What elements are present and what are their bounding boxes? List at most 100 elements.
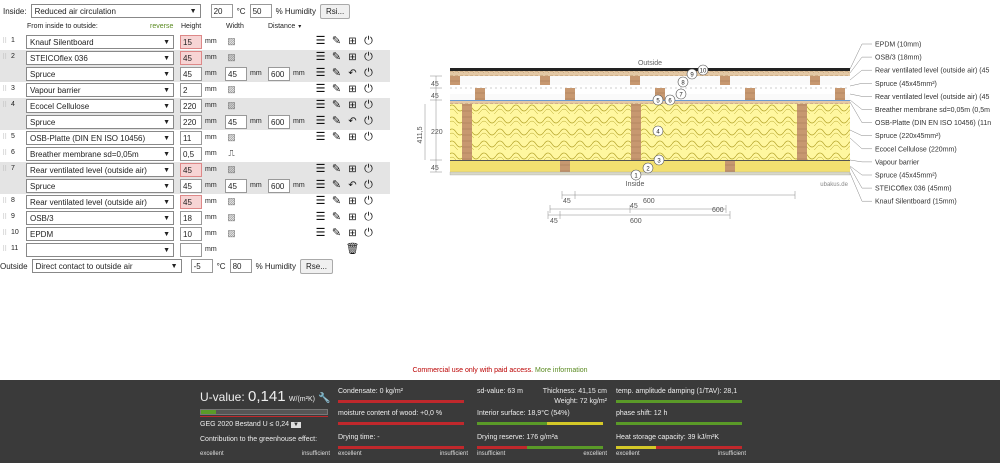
menu-icon[interactable]: ☰ xyxy=(315,195,326,207)
height-input[interactable]: 45 xyxy=(180,195,202,209)
outside-temp-input[interactable]: -5 xyxy=(190,259,213,273)
edit-icon[interactable]: ✎ xyxy=(331,179,342,191)
undo-icon[interactable]: ↶ xyxy=(348,180,357,191)
material-select[interactable]: ▼ xyxy=(26,243,174,257)
drag-handle-icon[interactable]: ⠿ xyxy=(2,214,7,221)
width-input[interactable]: 45 xyxy=(225,179,247,193)
edit-icon[interactable]: ✎ xyxy=(331,83,342,95)
layer-marker[interactable]: 3 xyxy=(653,154,665,166)
height-input[interactable]: 45 xyxy=(180,67,202,81)
edit-icon[interactable]: ✎ xyxy=(331,163,342,175)
add-inhomogeneous-icon[interactable]: ⊞ xyxy=(348,36,357,47)
drag-handle-icon[interactable]: ⠿ xyxy=(2,166,7,173)
edit-icon[interactable]: ✎ xyxy=(331,51,342,63)
height-input[interactable]: 0,5 xyxy=(180,147,202,161)
edit-icon[interactable]: ✎ xyxy=(331,35,342,47)
drag-handle-icon[interactable]: ⠿ xyxy=(2,54,7,61)
height-input[interactable]: 220 xyxy=(180,99,202,113)
menu-icon[interactable]: ☰ xyxy=(315,35,326,47)
legend-item[interactable]: OSB-Platte (DIN EN ISO 10456) (11n xyxy=(875,120,991,127)
distance-input[interactable]: 600 xyxy=(268,179,290,193)
material-select[interactable]: Spruce ▼ xyxy=(26,115,174,129)
layer-marker[interactable]: 7 xyxy=(675,88,687,100)
edit-icon[interactable]: ✎ xyxy=(331,99,342,111)
menu-icon[interactable]: ☰ xyxy=(315,67,326,79)
menu-icon[interactable]: ☰ xyxy=(315,83,326,95)
layer-marker[interactable]: 10 xyxy=(697,64,709,76)
height-input[interactable]: 11 xyxy=(180,131,202,145)
drag-handle-icon[interactable]: ⠿ xyxy=(2,134,7,141)
edit-icon[interactable]: ✎ xyxy=(331,115,342,127)
power-icon[interactable]: ⏻ xyxy=(364,67,373,79)
material-select[interactable]: Breather membrane sd=0,05m ▼ xyxy=(26,147,174,161)
undo-icon[interactable]: ↶ xyxy=(348,116,357,127)
material-select[interactable]: Spruce ▼ xyxy=(26,67,174,81)
rsi-button[interactable]: Rsi... xyxy=(320,3,351,19)
menu-icon[interactable]: ☰ xyxy=(315,211,326,223)
power-icon[interactable]: ⏻ xyxy=(364,211,373,223)
material-select[interactable]: Rear ventilated level (outside air) ▼ xyxy=(26,195,174,209)
trash-icon[interactable]: 🗑 xyxy=(345,243,360,255)
width-input[interactable]: 45 xyxy=(225,115,247,129)
drag-handle-icon[interactable]: ⠿ xyxy=(2,230,7,237)
height-input[interactable]: 220 xyxy=(180,115,202,129)
material-select[interactable]: OSB-Platte (DIN EN ISO 10456) ▼ xyxy=(26,131,174,145)
legend-item[interactable]: Rear ventilated level (outside air) (45 xyxy=(875,94,989,101)
outside-condition-select[interactable]: Direct contact to outside air ▼ xyxy=(31,259,182,273)
layer-marker[interactable]: 8 xyxy=(677,76,689,88)
layer-marker[interactable]: 1 xyxy=(630,169,642,181)
power-icon[interactable]: ⏻ xyxy=(364,227,373,239)
edit-icon[interactable]: ✎ xyxy=(331,227,342,239)
height-input[interactable]: 18 xyxy=(180,211,202,225)
power-icon[interactable]: ⏻ xyxy=(364,163,373,175)
power-icon[interactable]: ⏻ xyxy=(364,35,373,47)
power-icon[interactable]: ⏻ xyxy=(364,83,373,95)
legend-item[interactable]: EPDM (10mm) xyxy=(875,42,921,49)
add-inhomogeneous-icon[interactable]: ⊞ xyxy=(348,212,357,223)
legend-item[interactable]: Rear ventilated level (outside air) (45 xyxy=(875,68,989,75)
reverse-link[interactable]: reverse xyxy=(150,22,174,30)
wrench-icon[interactable]: 🔧 xyxy=(318,393,331,404)
power-icon[interactable]: ⏻ xyxy=(364,195,373,207)
edit-icon[interactable]: ✎ xyxy=(331,131,342,143)
edit-icon[interactable]: ✎ xyxy=(331,195,342,207)
add-inhomogeneous-icon[interactable]: ⊞ xyxy=(348,196,357,207)
inside-temp-input[interactable]: 20 xyxy=(210,4,233,18)
legend-item[interactable]: Knauf Silentboard (15mm) xyxy=(875,199,957,206)
layer-marker[interactable]: 9 xyxy=(686,68,698,80)
height-input[interactable]: 45 xyxy=(180,51,202,65)
menu-icon[interactable]: ☰ xyxy=(315,51,326,63)
power-icon[interactable]: ⏻ xyxy=(364,99,373,111)
add-inhomogeneous-icon[interactable]: ⊞ xyxy=(348,52,357,63)
inside-humidity-input[interactable]: 50 xyxy=(249,4,272,18)
layer-marker[interactable]: 2 xyxy=(642,162,654,174)
menu-icon[interactable]: ☰ xyxy=(315,131,326,143)
legend-item[interactable]: Breather membrane sd=0,05m (0,5m xyxy=(875,107,990,114)
material-select[interactable]: EPDM ▼ xyxy=(26,227,174,241)
more-info-link[interactable]: More information xyxy=(535,367,588,374)
power-icon[interactable]: ⏻ xyxy=(364,115,373,127)
inside-condition-select[interactable]: Reduced air circulation ▼ xyxy=(30,4,201,18)
material-select[interactable]: Rear ventilated level (outside air) ▼ xyxy=(26,163,174,177)
rse-button[interactable]: Rse... xyxy=(300,258,333,274)
add-inhomogeneous-icon[interactable]: ⊞ xyxy=(348,132,357,143)
height-input[interactable]: 10 xyxy=(180,227,202,241)
add-inhomogeneous-icon[interactable]: ⊞ xyxy=(348,100,357,111)
outside-humidity-input[interactable]: 80 xyxy=(229,259,252,273)
material-select[interactable]: Vapour barrier ▼ xyxy=(26,83,174,97)
drag-handle-icon[interactable]: ⠿ xyxy=(2,246,7,253)
undo-icon[interactable]: ↶ xyxy=(348,68,357,79)
width-input[interactable]: 45 xyxy=(225,67,247,81)
distance-input[interactable]: 600 xyxy=(268,115,290,129)
legend-item[interactable]: Spruce (45x45mm²) xyxy=(875,81,937,88)
drag-handle-icon[interactable]: ⠿ xyxy=(2,150,7,157)
menu-icon[interactable]: ☰ xyxy=(315,227,326,239)
power-icon[interactable]: ⏻ xyxy=(364,51,373,63)
menu-icon[interactable]: ☰ xyxy=(315,179,326,191)
legend-item[interactable]: STEICOflex 036 (45mm) xyxy=(875,186,952,193)
dropdown-icon[interactable]: ▼ xyxy=(291,422,301,428)
menu-icon[interactable]: ☰ xyxy=(315,163,326,175)
distance-input[interactable]: 600 xyxy=(268,67,290,81)
material-select[interactable]: Knauf Silentboard ▼ xyxy=(26,35,174,49)
drag-handle-icon[interactable]: ⠿ xyxy=(2,102,7,109)
